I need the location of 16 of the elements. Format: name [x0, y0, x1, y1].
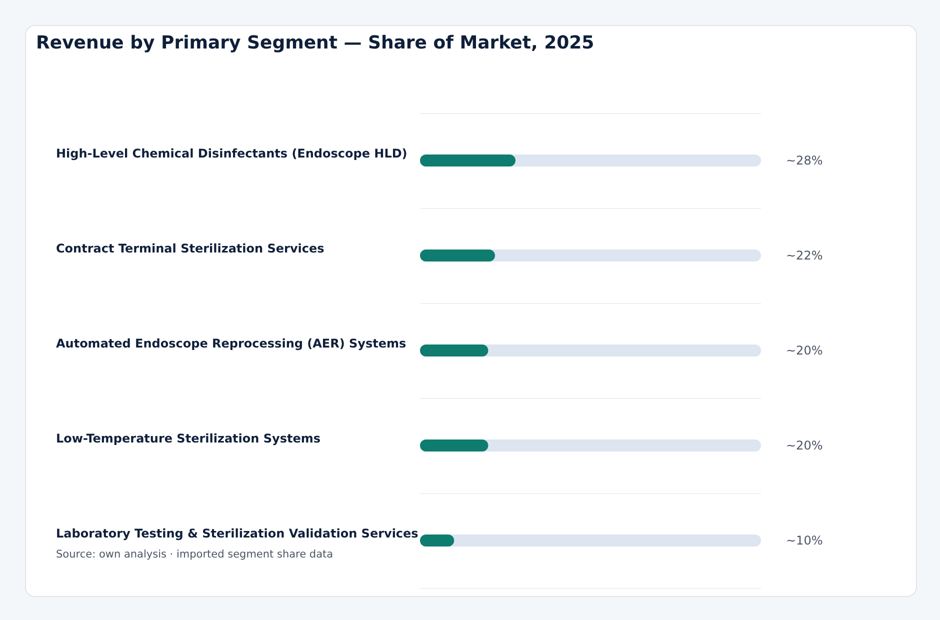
data-label: ~20%: [786, 344, 823, 358]
y-tick-label: Laboratory Testing & Sterilization Validation Services: [56, 526, 418, 540]
data-label: ~28%: [786, 154, 823, 168]
data-label: ~10%: [786, 534, 823, 548]
y-tick-label: Contract Terminal Sterilization Services: [56, 242, 324, 256]
source-note: Source: own analysis · imported segment share data: [56, 548, 334, 560]
bar: [420, 250, 496, 262]
data-label: ~20%: [786, 438, 823, 452]
bar: [420, 154, 516, 166]
bar: [420, 440, 488, 452]
y-tick-label: High-Level Chemical Disinfectants (Endoscope HLD): [56, 146, 408, 160]
data-label: ~22%: [786, 248, 823, 262]
y-tick-label: Low-Temperature Sterilization Systems: [56, 432, 320, 446]
y-tick-label: Automated Endoscope Reprocessing (AER) Systems: [56, 336, 406, 350]
chart-title: Revenue by Primary Segment — Share of Market, 2025: [36, 32, 594, 54]
bar: [420, 344, 488, 356]
